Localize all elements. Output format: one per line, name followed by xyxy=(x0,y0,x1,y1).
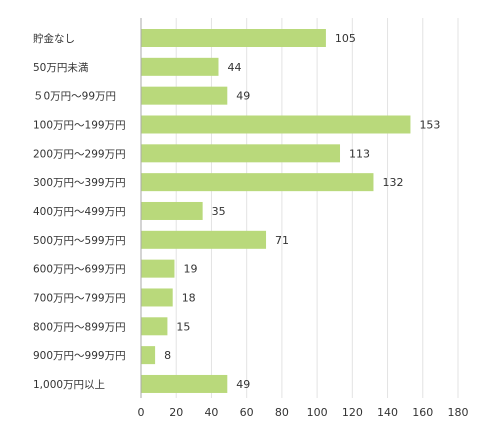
x-tick-label: 40 xyxy=(204,406,218,419)
bar xyxy=(141,29,326,47)
category-label: 200万円～299万円 xyxy=(33,148,126,160)
value-label: 15 xyxy=(176,320,190,333)
value-label: 71 xyxy=(275,234,289,247)
category-labels: 貯金なし 50万円未満 ５0万円～99万円 100万円～199万円 200万円～299万… xyxy=(33,32,126,391)
category-label: 500万円～599万円 xyxy=(33,235,126,247)
value-label: 49 xyxy=(236,90,250,103)
x-tick-label: 20 xyxy=(169,406,183,419)
x-tick-label: 160 xyxy=(412,406,433,419)
x-tick-label: 180 xyxy=(448,406,469,419)
value-label: 18 xyxy=(182,291,196,304)
bar xyxy=(141,173,374,192)
value-label: 105 xyxy=(335,32,356,45)
bar xyxy=(141,259,175,278)
bar xyxy=(141,201,203,220)
bar xyxy=(141,115,411,134)
bar xyxy=(141,144,341,163)
value-labels: 105 44 49 153 113 132 35 71 19 18 15 8 49 xyxy=(164,32,440,391)
category-label: 100万円～199万円 xyxy=(33,119,126,131)
value-label: 113 xyxy=(349,147,370,160)
bar xyxy=(141,57,219,76)
value-label: 153 xyxy=(419,118,440,131)
x-tick-label: 60 xyxy=(240,406,254,419)
category-label: 1,000万円以上 xyxy=(33,379,105,391)
value-label: 35 xyxy=(212,205,226,218)
bar xyxy=(141,288,173,307)
value-label: 19 xyxy=(183,263,197,276)
value-label: 132 xyxy=(382,176,403,189)
bars xyxy=(141,29,411,393)
grid-lines xyxy=(175,18,459,398)
category-label: ５0万円～99万円 xyxy=(33,91,116,103)
bar xyxy=(141,346,156,365)
value-label: 8 xyxy=(164,349,171,362)
category-label: 600万円～699万円 xyxy=(33,264,126,276)
category-label: 50万円未満 xyxy=(33,62,89,74)
x-tick-label: 120 xyxy=(342,406,363,419)
value-label: 44 xyxy=(227,61,241,74)
category-label: 800万円～899万円 xyxy=(33,321,126,333)
x-tick-label: 0 xyxy=(138,406,145,419)
x-tick-label: 100 xyxy=(307,406,328,419)
bar xyxy=(141,230,267,249)
category-label: 900万円～999万円 xyxy=(33,350,126,362)
x-tick-labels: 0 20 40 60 80 100 120 140 160 180 xyxy=(138,406,469,419)
category-label: 400万円～499万円 xyxy=(33,206,126,218)
category-label: 300万円～399万円 xyxy=(33,177,126,189)
bar xyxy=(141,86,228,105)
x-tick-label: 140 xyxy=(377,406,398,419)
bar xyxy=(141,374,228,393)
value-label: 49 xyxy=(236,378,250,391)
category-label: 700万円～799万円 xyxy=(33,292,126,304)
category-label: 貯金なし xyxy=(33,32,75,45)
bar xyxy=(141,317,168,336)
x-tick-label: 80 xyxy=(275,406,289,419)
